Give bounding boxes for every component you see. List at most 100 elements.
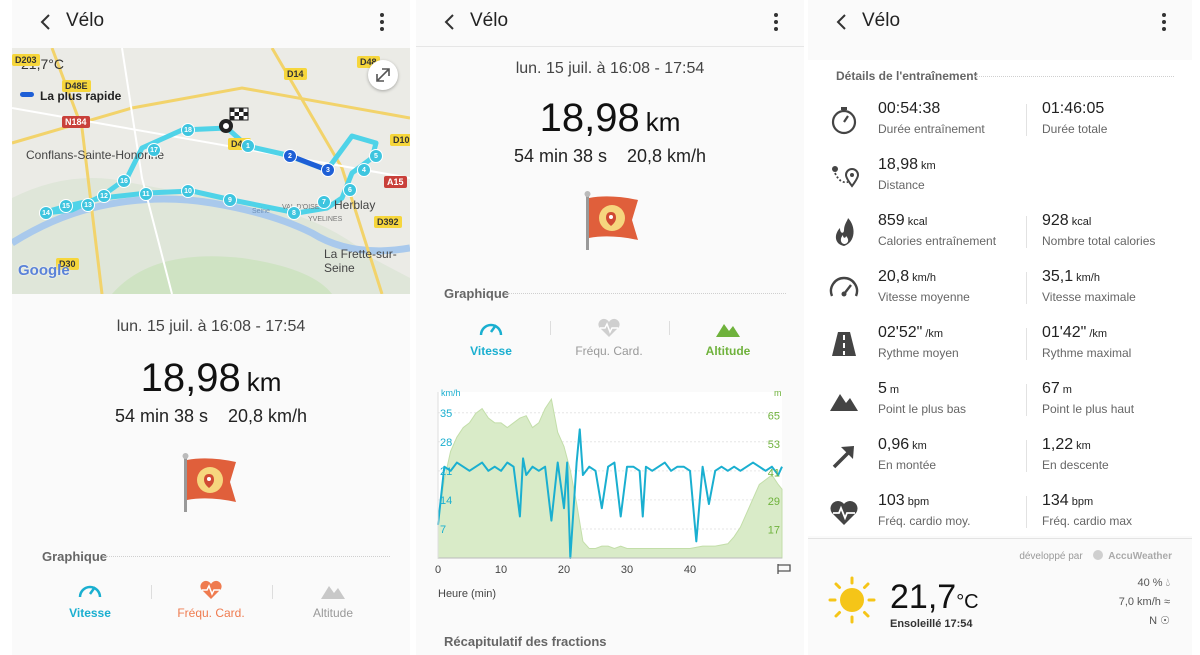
x-tick-label: 10 (495, 564, 507, 576)
weather-condition: Ensoleillé 17:54 (890, 618, 973, 630)
details-card: Détails de l'entraînement 00:54:38 Durée … (808, 60, 1192, 536)
detail-label: Point le plus haut (1042, 402, 1135, 416)
detail-value: 103 bpm (878, 492, 929, 510)
detail-value: 00:54:38 (878, 100, 940, 118)
route-marker: 3 (321, 163, 335, 177)
route-marker: 2 (283, 149, 297, 163)
detail-unit: bpm (1071, 496, 1094, 508)
route-marker: 16 (117, 174, 131, 188)
tab-label: Altitude (705, 344, 751, 358)
back-arrow-icon[interactable] (36, 12, 56, 32)
place-herblay: Herblay (334, 198, 376, 212)
route-marker: 11 (139, 187, 153, 201)
speedometer-icon (479, 323, 503, 336)
detail-unit: /km (925, 328, 944, 340)
detail-value-number: 134 (1042, 492, 1069, 509)
app-title: Vélo (470, 10, 509, 31)
heart-rate-icon (598, 318, 620, 337)
tab-divider (151, 585, 152, 599)
tab-altitude[interactable]: Altitude (283, 580, 383, 620)
altitude-area (437, 397, 783, 559)
tab-label: Fréqu. Card. (575, 344, 643, 358)
more-options-icon[interactable] (772, 12, 780, 32)
left-tick-label: 21 (440, 466, 452, 478)
x-tick-label: 30 (621, 564, 633, 576)
tab-vitesse[interactable]: Vitesse (40, 580, 140, 620)
back-arrow-icon[interactable] (440, 12, 460, 32)
session-avg-speed: 20,8 km/h (228, 406, 308, 426)
accuweather-label: AccuWeather (1108, 551, 1172, 562)
distance-value: 18,98 (539, 96, 640, 140)
detail-value-number: 18,98 (878, 156, 919, 173)
route-flag-icon (182, 453, 236, 512)
detail-value: 0,96 km (878, 436, 927, 454)
detail-divider (1026, 384, 1027, 416)
road-sign: D109 (390, 134, 410, 146)
tab-frequence-cardiaque[interactable]: Fréqu. Card. (559, 318, 659, 358)
speed-altitude-chart[interactable]: km/h m 7 14 21 28 35 17 29 41 53 65 0 10 20 30 40 Heure (… (416, 382, 804, 612)
app-title: Vélo (66, 10, 105, 31)
detail-value: 02'52"/km (878, 324, 943, 342)
mountain-icon (716, 324, 740, 337)
detail-label: Fréq. cardio max (1042, 514, 1133, 528)
top-bar: Vélo (808, 0, 1192, 44)
detail-unit: kcal (1071, 216, 1092, 228)
detail-value: 928 kcal (1042, 212, 1091, 230)
tab-label: Vitesse (69, 606, 111, 620)
tab-divider (550, 321, 551, 335)
detail-value-number: 5 (878, 380, 887, 397)
weather-temp-unit: °C (956, 591, 979, 613)
screen-summary-map: Vélo 21,7°C La plus rapide Conflans-Sain… (12, 0, 410, 655)
road-sign: D48E (62, 80, 91, 92)
finish-flag-icon (777, 564, 791, 574)
detail-value: 20,8 km/h (878, 268, 936, 286)
detail-label: Fréq. cardio moy. (878, 514, 971, 528)
detail-label: Point le plus bas (878, 402, 967, 416)
accuweather-logo-icon (1093, 550, 1104, 560)
detail-divider (1026, 104, 1027, 136)
road-sign: D30 (56, 258, 79, 270)
fastest-route-label: La plus rapide (40, 89, 122, 103)
tab-frequence-cardiaque[interactable]: Fréqu. Card. (161, 580, 261, 620)
region-val-doise: VAL D'OISE (282, 204, 320, 211)
detail-value-number: 0,96 (878, 436, 910, 453)
expand-map-button[interactable] (368, 60, 398, 90)
screen-summary-graph: Vélo lun. 15 juil. à 16:08 - 17:54 18,98… (416, 0, 804, 655)
right-tick-label: 41 (768, 468, 780, 480)
speed-line (437, 428, 783, 559)
section-divider (104, 556, 390, 557)
route-marker: 8 (287, 206, 301, 220)
right-tick-label: 17 (768, 525, 780, 537)
more-options-icon[interactable] (1160, 12, 1168, 32)
detail-label: Rythme maximal (1042, 346, 1132, 360)
detail-value-number: 00:54:38 (878, 100, 941, 117)
heart-rate-icon (830, 501, 858, 525)
detail-row: 00:54:38 Durée entraînement 01:46:05 Durée … (808, 100, 1192, 148)
tab-altitude[interactable]: Altitude (678, 318, 778, 358)
section-divider (506, 293, 786, 294)
sun-icon (828, 576, 876, 624)
place-frette: La Frette-sur-Seine (324, 247, 397, 275)
right-tick-label: 65 (768, 411, 780, 423)
back-arrow-icon[interactable] (832, 12, 852, 32)
detail-row: 103 bpm Fréq. cardio moy. 134 bpm Fréq. cardi… (808, 492, 1192, 540)
left-tick-label: 28 (440, 437, 452, 449)
route-marker: 6 (343, 183, 357, 197)
route-map[interactable]: 21,7°C La plus rapide Conflans-Sainte-Ho… (12, 48, 410, 294)
detail-unit: km/h (1076, 272, 1100, 284)
x-tick-label: 0 (435, 564, 441, 576)
speedometer-icon (78, 585, 102, 598)
more-options-icon[interactable] (378, 12, 386, 32)
detail-label: Nombre total calories (1042, 234, 1156, 248)
route-marker: 14 (39, 206, 53, 220)
tab-label: Vitesse (470, 344, 512, 358)
road-icon (832, 332, 856, 356)
distance-unit: km (645, 107, 681, 137)
detail-unit: km (912, 440, 927, 452)
tab-vitesse[interactable]: Vitesse (441, 318, 541, 358)
fastest-route-swatch (20, 92, 34, 97)
detail-value-number: 01'42" (1042, 324, 1087, 341)
x-axis-label: Heure (min) (438, 588, 496, 600)
distance-unit: km (246, 367, 282, 397)
route-marker: 17 (147, 143, 161, 157)
